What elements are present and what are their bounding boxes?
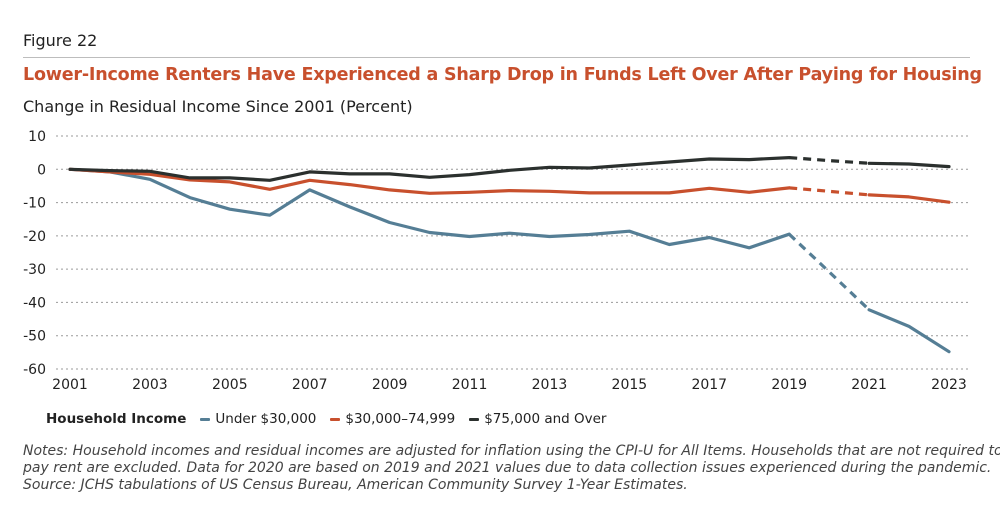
- x-tick-label: 2003: [132, 377, 168, 393]
- notes-line-2: pay rent are excluded. Data for 2020 are…: [23, 460, 992, 477]
- x-tick-label: 2009: [372, 377, 408, 393]
- top-divider: [23, 57, 970, 58]
- legend-item-30k-75k: $30,000–74,999: [330, 411, 455, 427]
- y-tick-label: -60: [23, 362, 46, 378]
- y-tick-label: -40: [23, 295, 46, 311]
- x-tick-label: 2019: [771, 377, 807, 393]
- legend-label-75k-over: $75,000 and Over: [484, 411, 607, 427]
- x-tick-label: 2007: [292, 377, 328, 393]
- legend: Household Income Under $30,000 $30,000–7…: [46, 410, 620, 428]
- series-line-under-30k-recent: [867, 308, 951, 354]
- y-tick-label: -20: [23, 229, 46, 245]
- x-tick-label: 2001: [52, 377, 88, 393]
- legend-swatch-75k-over: [469, 417, 480, 421]
- series-line-75k-over: [68, 156, 791, 182]
- notes-line-3: Source: JCHS tabulations of US Census Bu…: [23, 477, 688, 494]
- legend-label-under-30k: Under $30,000: [215, 411, 317, 427]
- x-axis: 2001 2003 2005 2007 2009 2011 2013 2015 2017 2019…: [52, 377, 967, 393]
- x-tick-label: 2015: [612, 377, 648, 393]
- legend-label-30k-75k: $30,000–74,999: [345, 411, 456, 427]
- x-tick-label: 2023: [931, 377, 967, 393]
- x-tick-label: 2005: [212, 377, 248, 393]
- x-tick-label: 2013: [532, 377, 568, 393]
- legend-swatch-30k-75k: [330, 417, 341, 421]
- figure-label: Figure 22: [23, 31, 98, 50]
- legend-item-under-30k: Under $30,000: [200, 411, 316, 427]
- notes: Notes: Household incomes and residual in…: [23, 443, 1000, 494]
- series-dashed-75k-over: [789, 156, 870, 165]
- series-dashed-under-30k: [788, 233, 871, 311]
- notes-line-1: Notes: Household incomes and residual in…: [23, 443, 1000, 459]
- y-tick-label: 0: [37, 162, 46, 178]
- x-tick-label: 2011: [452, 377, 488, 393]
- y-tick-label: -10: [23, 196, 46, 212]
- y-axis: 10 0 -10 -20 -30 -40 -50 -60: [23, 129, 46, 378]
- series-line-75k-over-recent: [867, 161, 951, 169]
- x-tick-label: 2017: [691, 377, 727, 393]
- legend-item-75k-over: $75,000 and Over: [469, 411, 606, 427]
- legend-swatch-under-30k: [200, 417, 211, 421]
- series-line-30k-75k-recent: [867, 193, 951, 204]
- series-lines: [68, 156, 951, 354]
- series-line-30k-75k: [68, 167, 791, 195]
- y-tick-label: -30: [23, 262, 46, 278]
- chart-subtitle: Change in Residual Income Since 2001 (Pe…: [23, 97, 413, 116]
- series-dashed-30k-75k: [789, 186, 870, 197]
- legend-title: Household Income: [46, 411, 187, 427]
- y-tick-label: -50: [23, 329, 46, 345]
- series-line-under-30k: [68, 167, 791, 250]
- x-tick-label: 2021: [851, 377, 887, 393]
- y-tick-label: 10: [28, 129, 46, 145]
- chart-title: Lower-Income Renters Have Experienced a …: [23, 65, 982, 85]
- gridlines: [56, 135, 968, 370]
